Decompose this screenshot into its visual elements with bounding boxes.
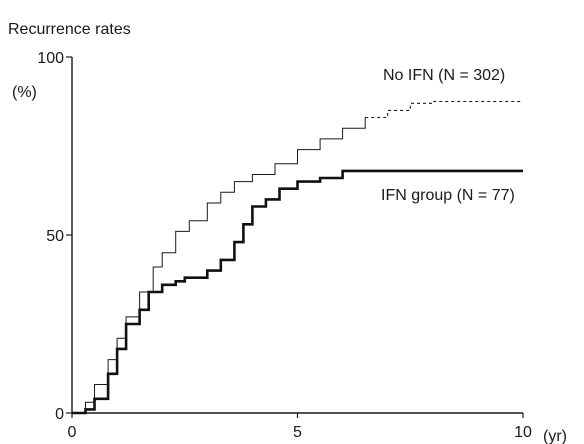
series-no-ifn-dashed-tail (365, 100, 523, 119)
x-tick-label: 0 (68, 424, 77, 441)
legend-ifn-group: IFN group (N = 77) (381, 187, 515, 204)
series-ifn-group-line (72, 169, 523, 415)
x-tick-label: 5 (293, 424, 302, 441)
y-tick-label: 0 (55, 406, 64, 423)
x-tick-label: 10 (514, 424, 532, 441)
y-axis-label: Recurrence rates (8, 21, 131, 38)
y-unit-label: (%) (12, 84, 37, 101)
x-unit-label: (yr) (543, 428, 567, 444)
legend-no-ifn: No IFN (N = 302) (383, 67, 505, 84)
y-tick-label: 50 (46, 228, 64, 245)
y-tick-label: 100 (37, 50, 64, 67)
series-no-ifn-line (72, 117, 366, 414)
